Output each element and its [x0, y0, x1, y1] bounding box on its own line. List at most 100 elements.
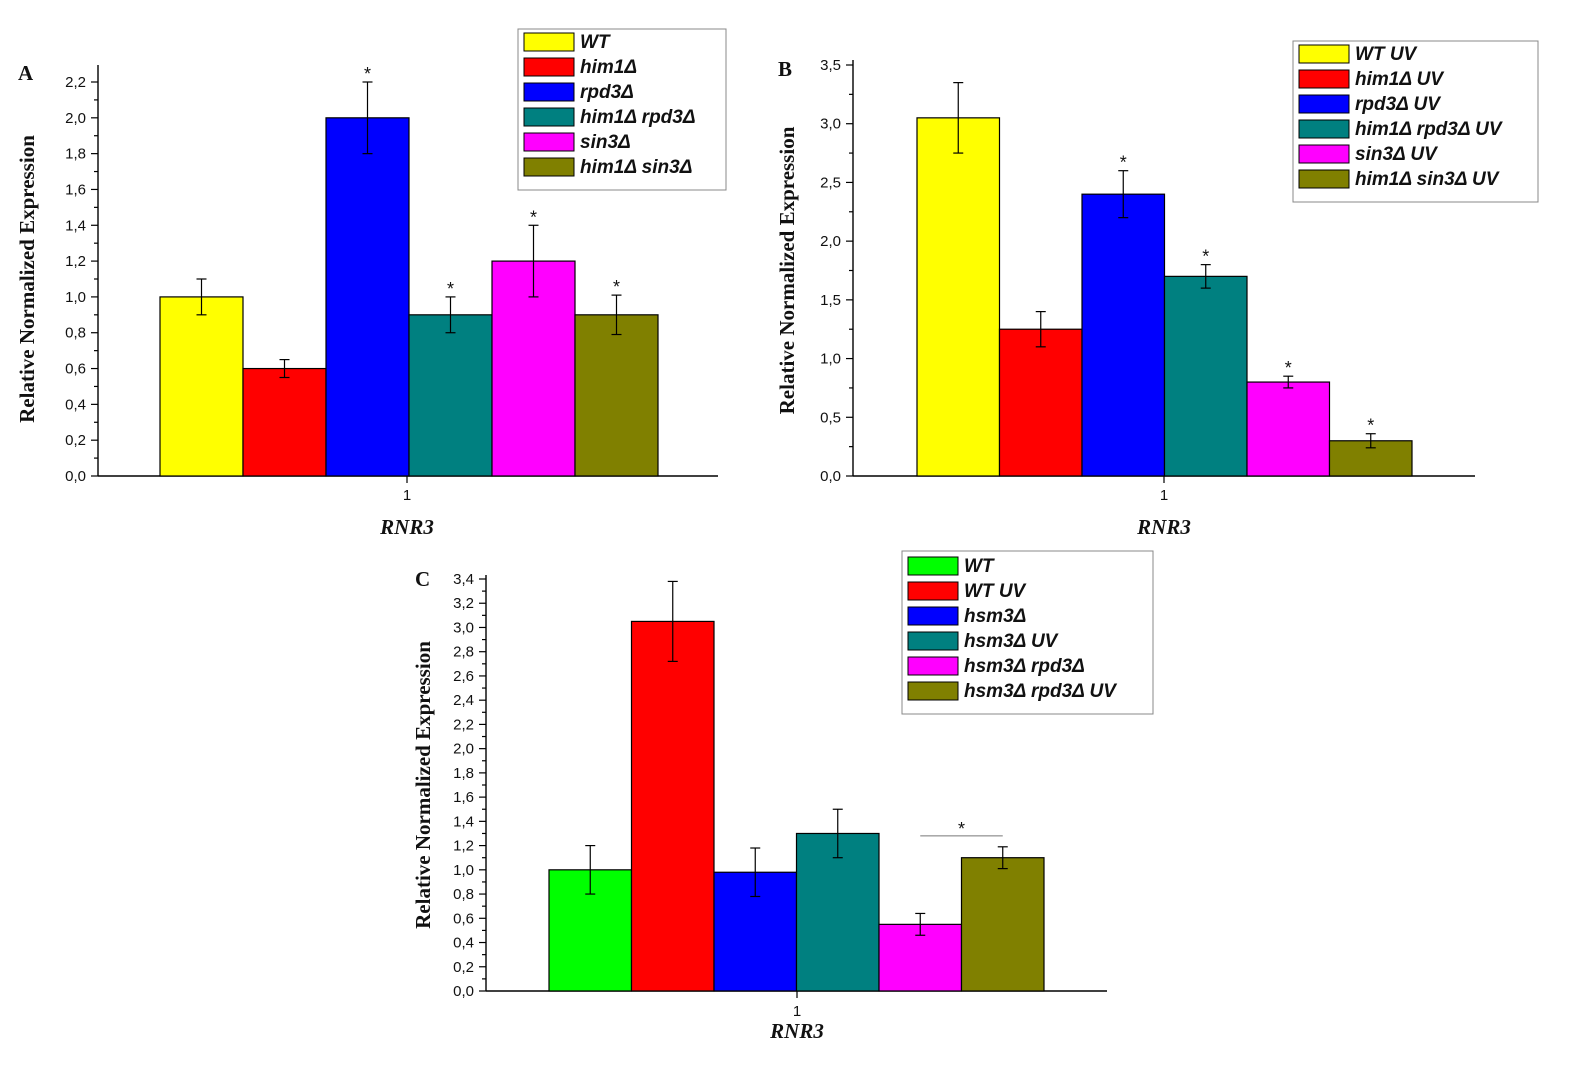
bar [916, 117, 1001, 477]
legend: WT WT UV hsm3Δ hsm3Δ UV hsm3Δ rpd3Δ hsm3Δ rpd… [901, 550, 1154, 715]
y-tick-label: 2,2 [453, 716, 474, 733]
significance-marker: * [1367, 416, 1374, 436]
y-tick-label: 2,0 [65, 110, 86, 127]
legend-swatch [907, 556, 959, 576]
bar [960, 857, 1045, 992]
bar [630, 620, 715, 992]
legend-swatch [523, 82, 575, 102]
legend-swatch [1298, 119, 1350, 139]
y-tick-label: 0,6 [453, 910, 474, 927]
x-axis-title: RNR3 [1136, 515, 1191, 539]
y-axis-title: Relative Normalized Expression [411, 641, 435, 929]
y-tick-label: 1,0 [820, 351, 841, 368]
significance-marker: * [364, 64, 371, 84]
panel-letter: C [415, 567, 430, 591]
legend-label: him1Δ [580, 57, 637, 78]
y-tick-label: 2,0 [820, 233, 841, 250]
significance-marker: * [447, 279, 454, 299]
legend: WT UV him1Δ UV rpd3Δ UV him1Δ rpd3Δ UV sin3Δ… [1292, 40, 1539, 203]
bar [159, 296, 244, 477]
panel-letter: B [778, 57, 792, 81]
y-tick-label: 0,8 [453, 886, 474, 903]
y-tick-label: 0,6 [65, 361, 86, 378]
y-tick-label: 3,0 [453, 619, 474, 636]
y-tick-label: 1,0 [65, 289, 86, 306]
bar [1163, 275, 1248, 477]
significance-marker: * [1202, 247, 1209, 267]
legend-label: rpd3Δ UV [1355, 94, 1441, 115]
legend-swatch [523, 132, 575, 152]
legend-swatch [523, 157, 575, 177]
y-tick-label: 0,0 [820, 468, 841, 485]
legend-label: WT UV [964, 581, 1027, 602]
bar [574, 314, 659, 477]
legend-swatch [523, 57, 575, 77]
legend-label: him1Δ rpd3Δ [580, 107, 696, 128]
legend-swatch [523, 32, 575, 52]
x-tick-label: 1 [1160, 487, 1168, 504]
y-tick-label: 3,5 [820, 57, 841, 74]
chart-panel-c: C 0,0 0,2 0,4 0,6 0,8 1,0 1,2 1,4 1,6 1,8 2,0 2,2 2,4… [411, 550, 1154, 1043]
legend-label: WT [580, 32, 611, 53]
y-tick-label: 1,6 [65, 181, 86, 198]
y-tick-label: 2,0 [453, 741, 474, 758]
x-axis-title: RNR3 [379, 515, 434, 539]
panel-letter: A [18, 61, 34, 85]
chart-panel-b: B 0,0 0,5 1,0 1,5 2,0 2,5 3,0 3,5 1 Relative Norma… [775, 40, 1539, 539]
legend-label: him1Δ sin3Δ UV [1355, 169, 1500, 190]
y-tick-label: 1,2 [65, 253, 86, 270]
y-tick-label: 0,2 [453, 959, 474, 976]
y-tick-label: 1,6 [453, 789, 474, 806]
legend-label: hsm3Δ rpd3Δ [964, 656, 1085, 677]
chart-panel-a: A 0,0 0,2 0,4 0,6 0,8 1,0 1,2 1,4 1,6 1,8 2,0 2,2 1 Re… [15, 28, 727, 539]
y-tick-label: 0,4 [453, 935, 474, 952]
legend-label: him1Δ rpd3Δ UV [1355, 119, 1503, 140]
legend-swatch [1298, 169, 1350, 189]
bar [242, 367, 327, 477]
bar [1246, 381, 1331, 477]
y-tick-label: 2,6 [453, 668, 474, 685]
x-axis-title: RNR3 [769, 1019, 824, 1043]
y-axis-title: Relative Normalized Expression [775, 126, 799, 414]
bar [998, 328, 1083, 477]
significance-marker: * [613, 277, 620, 297]
legend-swatch [907, 681, 959, 701]
y-tick-label: 2,5 [820, 174, 841, 191]
x-tick-label: 1 [403, 487, 411, 504]
bar [408, 314, 493, 477]
y-tick-label: 0,0 [453, 983, 474, 1000]
bar [795, 832, 880, 992]
legend: WT him1Δ rpd3Δ him1Δ rpd3Δ sin3Δ him1Δ sin3Δ [517, 28, 727, 191]
legend-label: hsm3Δ rpd3Δ UV [964, 681, 1117, 702]
x-tick-label: 1 [793, 1003, 801, 1020]
legend-label: sin3Δ [580, 132, 631, 153]
legend-swatch [523, 107, 575, 127]
legend-swatch [907, 606, 959, 626]
legend-swatch [1298, 69, 1350, 89]
y-tick-label: 3,2 [453, 595, 474, 612]
legend-swatch [907, 581, 959, 601]
y-tick-label: 0,5 [820, 409, 841, 426]
significance-marker: * [1120, 153, 1127, 173]
significance-marker: * [958, 819, 965, 839]
legend-swatch [1298, 44, 1350, 64]
legend-label: rpd3Δ [580, 82, 634, 103]
y-tick-label: 3,4 [453, 571, 474, 588]
legend-label: hsm3Δ UV [964, 631, 1059, 652]
y-tick-label: 1,4 [65, 217, 86, 234]
y-tick-label: 1,8 [65, 146, 86, 163]
legend-label: him1Δ UV [1355, 69, 1444, 90]
y-tick-label: 0,8 [65, 325, 86, 342]
y-tick-label: 2,4 [453, 692, 474, 709]
y-tick-label: 0,2 [65, 432, 86, 449]
y-tick-label: 1,0 [453, 862, 474, 879]
legend-label: sin3Δ UV [1355, 144, 1438, 165]
legend-label: hsm3Δ [964, 606, 1026, 627]
legend-label: him1Δ sin3Δ [580, 157, 692, 178]
bar [1081, 193, 1166, 477]
legend-swatch [907, 631, 959, 651]
bar [325, 117, 410, 477]
significance-marker: * [530, 207, 537, 227]
y-tick-label: 0,0 [65, 468, 86, 485]
